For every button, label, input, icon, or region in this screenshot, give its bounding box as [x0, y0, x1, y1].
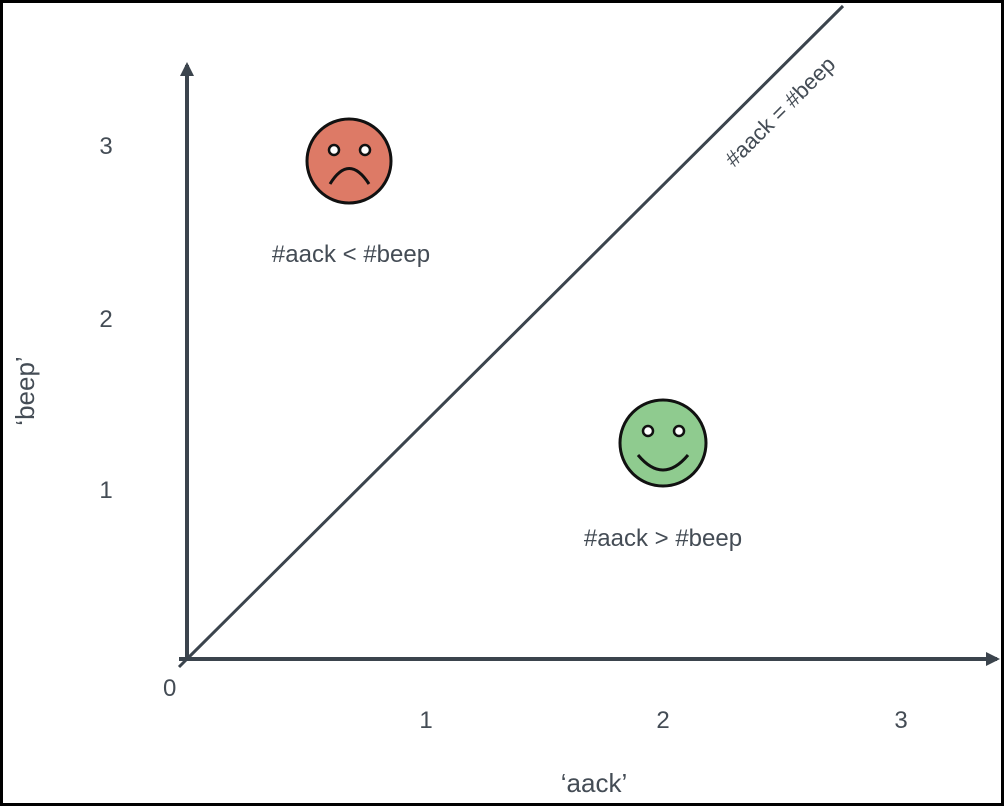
- y-tick-label: 1: [99, 477, 112, 504]
- origin-label: 0: [163, 675, 176, 702]
- y-tick-label: 3: [99, 133, 112, 160]
- happy-face-icon: [618, 398, 708, 488]
- x-tick-label: 1: [419, 707, 432, 734]
- origin-tail: [177, 657, 189, 669]
- region-label-aack-less: #aack < #beep: [272, 241, 430, 268]
- x-tick-label: 2: [656, 707, 669, 734]
- sad-face-icon: [305, 117, 393, 205]
- region-label-aack-greater: #aack > #beep: [584, 525, 742, 552]
- diagram-svg: #aack = #beep 0 1 2 3 1 2 3 ‘aack’ ‘beep…: [10, 4, 1000, 798]
- y-tick-label: 2: [99, 306, 112, 333]
- diagram-canvas: #aack = #beep 0 1 2 3 1 2 3 ‘aack’ ‘beep…: [3, 3, 1001, 803]
- x-tick-label: 3: [894, 707, 907, 734]
- x-axis-title: ‘aack’: [561, 768, 627, 798]
- y-axis-title: ‘beep’: [10, 356, 40, 425]
- diagonal-line: [185, 4, 845, 661]
